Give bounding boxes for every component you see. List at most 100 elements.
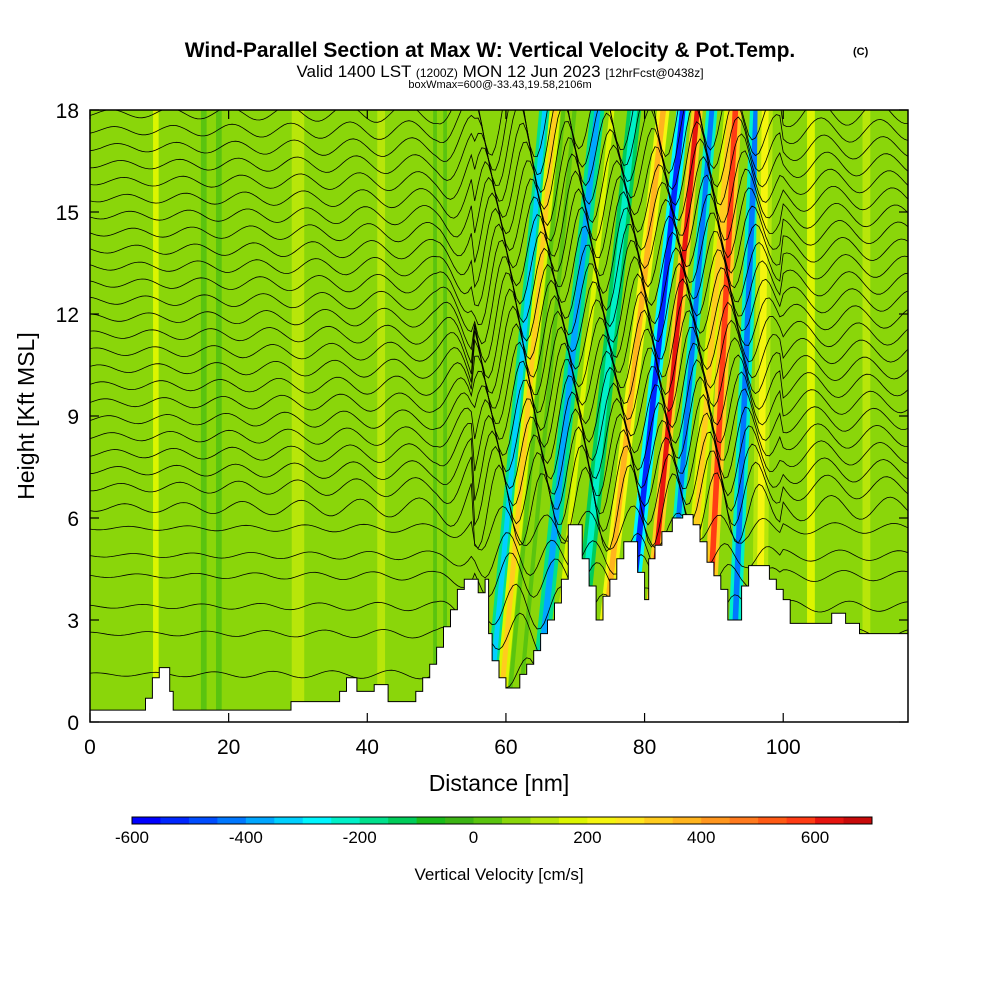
colorbar-swatch [530,817,560,824]
x-axis-title: Distance [nm] [429,770,570,796]
colorbar-title: Vertical Velocity [cm/s] [414,865,583,884]
isentrope-line [90,341,908,431]
velocity-field [149,110,876,722]
colorbar-tick-label: 400 [687,828,715,847]
colorbar-tick-label: 600 [801,828,829,847]
velocity-streak-core [377,110,386,722]
colorbar-tick-label: -400 [229,828,263,847]
colorbar-swatch [217,817,247,824]
colorbar-swatch [558,817,588,824]
y-tick-label: 6 [67,508,79,531]
colorbar [131,816,873,825]
isentrope-line [90,110,908,158]
velocity-streak-core [206,110,216,722]
isentrope-line [90,153,908,242]
colorbar-swatch [587,817,617,824]
colorbar-swatch [132,817,161,824]
isentrope-line [90,375,908,465]
isentrope-line [90,137,908,227]
colorbar-tick-label: 0 [469,828,478,847]
colorbar-swatch [701,817,731,824]
x-tick-label: 40 [356,736,379,759]
colorbar-swatch [758,817,788,824]
x-tick-label: 60 [494,736,517,759]
isentrope-line [90,272,908,364]
x-tick-label: 100 [766,736,801,759]
terrain-mask [90,514,908,722]
chart-title: Wind-Parallel Section at Max W: Vertical… [185,39,796,62]
colorbar-swatch [245,817,275,824]
y-tick-label: 18 [56,100,79,123]
isentrope-line [90,323,908,414]
isentrope-line [90,359,908,448]
isentrope-line [90,288,908,379]
colorbar-swatch [359,817,389,824]
velocity-streak-core [153,110,159,722]
isentrope-line [90,305,908,396]
isentrope-contours [90,110,908,697]
colorbar-swatch [188,817,218,824]
isentrope-line [90,391,908,480]
colorbar-swatch [388,817,418,824]
colorbar-swatch [160,817,190,824]
colorbar-ticks: -600 -400 -200 0 200 400 600 [115,828,829,847]
isentrope-line [90,505,908,551]
x-tick-label: 20 [217,736,240,759]
colorbar-swatch [502,817,531,824]
y-axis: 0 3 6 9 12 15 18 [56,100,908,735]
colorbar-tick-label: -600 [115,828,149,847]
y-tick-label: 0 [67,712,79,735]
chart-subtitle: Valid 1400 LST (1200Z) MON 12 Jun 2023 [… [296,62,703,81]
isentrope-line [90,110,908,176]
colorbar-swatch [815,817,845,824]
y-tick-label: 3 [67,610,79,633]
subtitle-forecast: [12hrFcst@0438z] [605,66,703,80]
colorbar-swatch [729,817,759,824]
colorbar-swatch [843,817,873,824]
colorbar-swatch [473,817,503,824]
isentrope-line [90,444,908,533]
colorbar-swatch [331,817,361,824]
velocity-streak-core [591,110,667,722]
isentrope-line [90,223,908,312]
velocity-streak-core [436,110,444,722]
isentrope-line [90,206,908,295]
chart-title-mark: (C) [853,46,869,58]
isentrope-line [90,532,908,579]
colorbar-swatch [672,817,702,824]
y-axis-title: Height [Kft MSL] [13,332,39,499]
velocity-streak-core [728,110,759,722]
subtitle-valid: Valid 1400 LST [296,62,411,81]
colorbar-swatch [786,817,816,824]
colorbar-tick-label: 200 [573,828,601,847]
isentrope-line [90,464,908,552]
x-tick-label: 80 [633,736,656,759]
colorbar-tick-label: -200 [343,828,377,847]
velocity-streak-core [807,110,815,722]
y-tick-label: 12 [56,304,79,327]
isentrope-line [90,256,908,345]
y-tick-label: 15 [56,202,79,225]
colorbar-swatch [416,817,446,824]
colorbar-swatch [302,817,332,824]
x-axis: 0 20 40 60 80 100 [84,110,801,759]
colorbar-swatch [445,817,475,824]
velocity-streak-core [531,110,601,722]
isentrope-line [90,110,908,193]
colorbar-swatch [615,817,645,824]
velocity-streak-core [496,110,558,722]
subtitle-date: MON 12 Jun 2023 [463,62,601,81]
x-tick-label: 0 [84,736,96,759]
plot-area [90,110,908,722]
isentrope-line [90,239,908,328]
colorbar-frame [131,816,873,825]
velocity-streak-core [291,110,305,722]
y-tick-label: 9 [67,406,79,429]
box-info: boxWmax=600@-33.43,19.58,2106m [408,79,591,91]
subtitle-utc: (1200Z) [416,66,458,80]
isentrope-line [90,552,908,599]
isentrope-line [90,121,908,210]
colorbar-swatch [274,817,304,824]
velocity-streak-core [509,110,573,722]
